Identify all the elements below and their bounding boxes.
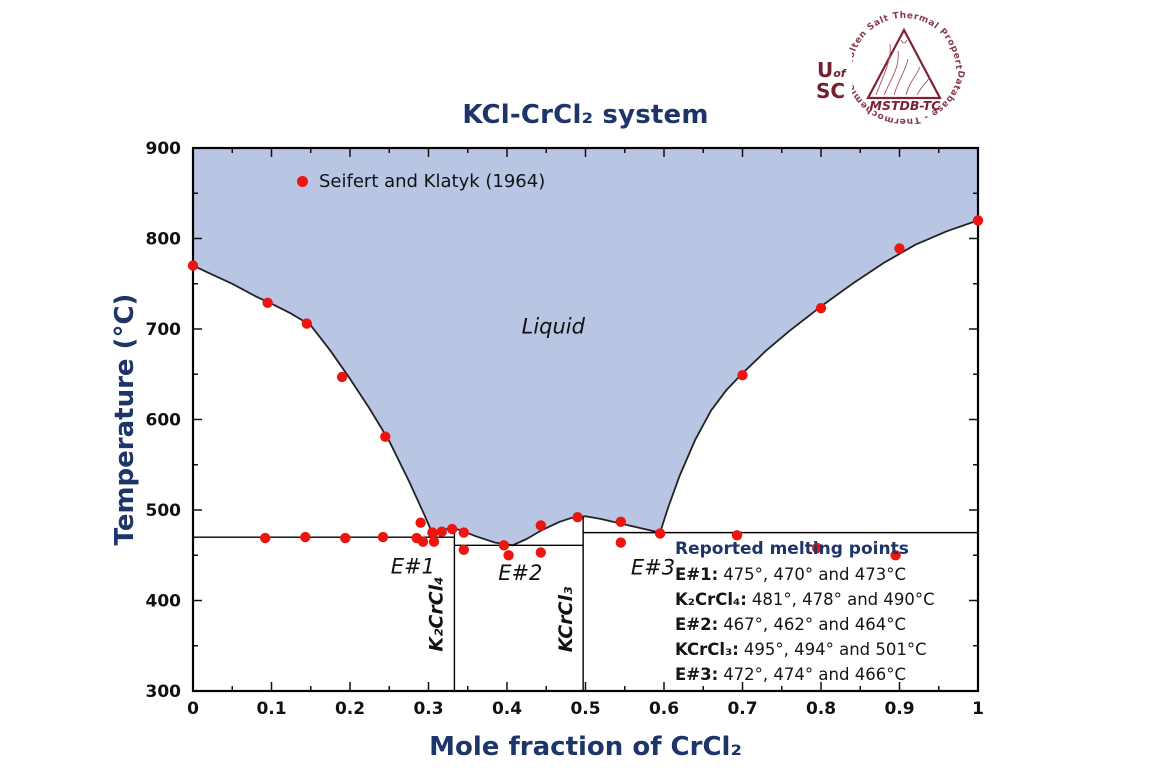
- region-label: E#1: [391, 554, 435, 578]
- data-point: [572, 512, 583, 523]
- data-point: [972, 215, 984, 226]
- data-point: [260, 532, 271, 544]
- y-tick-label: 400: [146, 592, 182, 612]
- data-point: [737, 370, 748, 381]
- data-point: [615, 537, 626, 548]
- x-tick-label: 0.7: [727, 699, 757, 719]
- y-tick-label: 900: [146, 139, 182, 159]
- x-tick-label: 0: [187, 699, 199, 719]
- logo-ring-text-bottom-path: Database - Thermochemical: [843, 69, 965, 124]
- melting-points-panel: Reported melting points E#1: 475°, 470° a…: [675, 537, 935, 687]
- melting-point-row: E#3: 472°, 474° and 466°C: [675, 662, 935, 687]
- melting-point-row: K₂CrCl₄: 481°, 478° and 490°C: [675, 587, 935, 612]
- data-point: [336, 371, 348, 383]
- y-tick-label: 700: [146, 320, 182, 340]
- logo-triangle-icon: [866, 27, 942, 100]
- legend-marker-dot-icon: [297, 176, 308, 187]
- data-point: [654, 528, 666, 539]
- data-point: [458, 544, 469, 555]
- melting-points-title: Reported melting points: [675, 539, 909, 559]
- page-title: KCl-CrCl₂ system: [462, 100, 709, 130]
- melting-point-row: E#2: 467°, 462° and 464°C: [675, 612, 935, 637]
- melting-point-label: E#3:: [675, 665, 719, 684]
- melting-point-value: 472°, 474° and 466°C: [723, 665, 906, 684]
- data-point: [446, 523, 458, 535]
- x-tick-label: 0.5: [570, 699, 600, 719]
- data-point: [187, 260, 199, 271]
- logo-u: U: [817, 58, 833, 82]
- mstdb-tc-logo: Molten Salt Thermal Properties Database …: [812, 6, 966, 124]
- legend: Seifert and Klatyk (1964): [297, 171, 545, 192]
- x-tick-label: 1: [972, 699, 984, 719]
- data-point: [535, 520, 546, 531]
- region-label: KCrCl₃: [555, 586, 577, 652]
- x-tick-label: 0.8: [806, 699, 836, 719]
- data-point: [427, 527, 438, 538]
- melting-point-label: E#2:: [675, 615, 719, 634]
- data-point: [377, 531, 389, 543]
- melting-point-value: 495°, 494° and 501°C: [743, 640, 927, 659]
- data-point: [811, 542, 823, 554]
- logo-contour-lines-icon: [875, 39, 931, 96]
- data-point: [417, 536, 429, 547]
- melting-point-value: 481°, 478° and 490°C: [751, 590, 935, 609]
- melting-point-label: K₂CrCl₄:: [675, 590, 747, 609]
- plot-border: [191, 146, 980, 693]
- data-point: [436, 526, 447, 537]
- data-point: [428, 536, 440, 547]
- region-label: E#2: [498, 561, 542, 585]
- logo-text-backplate: [812, 52, 852, 104]
- melting-point-label: KCrCl₃:: [675, 640, 739, 659]
- logo-acronym: MSTDB-TC: [870, 98, 942, 113]
- melting-point-row: KCrCl₃: 495°, 494° and 501°C: [675, 637, 935, 662]
- data-point: [340, 532, 351, 544]
- data-point: [458, 527, 469, 538]
- legend-label: Seifert and Klatyk (1964): [319, 171, 546, 192]
- y-tick-label: 500: [146, 501, 182, 521]
- melting-point-value: 475°, 470° and 473°C: [723, 565, 906, 584]
- x-axis-label: Mole fraction of CrCl₂: [429, 732, 742, 762]
- data-point: [731, 530, 743, 541]
- liquid-region: [193, 148, 978, 546]
- y-axis-label: Temperature (°C): [110, 293, 140, 546]
- x-tick-label: 0.1: [256, 699, 286, 719]
- logo-ring-text-bottom: Database - Thermochemical: [843, 69, 966, 124]
- y-tick-label: 300: [146, 682, 182, 702]
- y-tick-label: 600: [146, 411, 182, 431]
- melting-point-row: E#1: 475°, 470° and 473°C: [675, 562, 935, 587]
- data-point: [415, 517, 426, 528]
- logo-of: of: [833, 67, 847, 80]
- x-tick-label: 0.6: [649, 699, 679, 719]
- data-point: [498, 540, 510, 551]
- x-tick-label: 0.4: [492, 699, 522, 719]
- melting-point-label: E#1:: [675, 565, 719, 584]
- x-tick-label: 0.3: [413, 699, 443, 719]
- data-point: [262, 297, 273, 308]
- data-point: [503, 550, 514, 561]
- region-label: Liquid: [522, 315, 586, 339]
- region-label: K₂CrCl₄: [425, 577, 447, 652]
- x-tick-label: 0.2: [335, 699, 365, 719]
- data-point: [301, 318, 312, 329]
- logo-university-line2: SC: [816, 79, 845, 103]
- data-point: [890, 550, 901, 561]
- x-tick-label: 0.9: [884, 699, 914, 719]
- region-label: E#3: [631, 555, 675, 579]
- data-point: [894, 243, 905, 254]
- data-point: [615, 516, 626, 527]
- melting-point-value: 467°, 462° and 464°C: [723, 615, 906, 634]
- data-point: [380, 431, 391, 442]
- logo-university-line1: Uof: [817, 58, 847, 82]
- data-point: [815, 303, 827, 314]
- y-tick-label: 800: [146, 230, 182, 250]
- data-point: [535, 547, 546, 558]
- data-point: [300, 531, 311, 543]
